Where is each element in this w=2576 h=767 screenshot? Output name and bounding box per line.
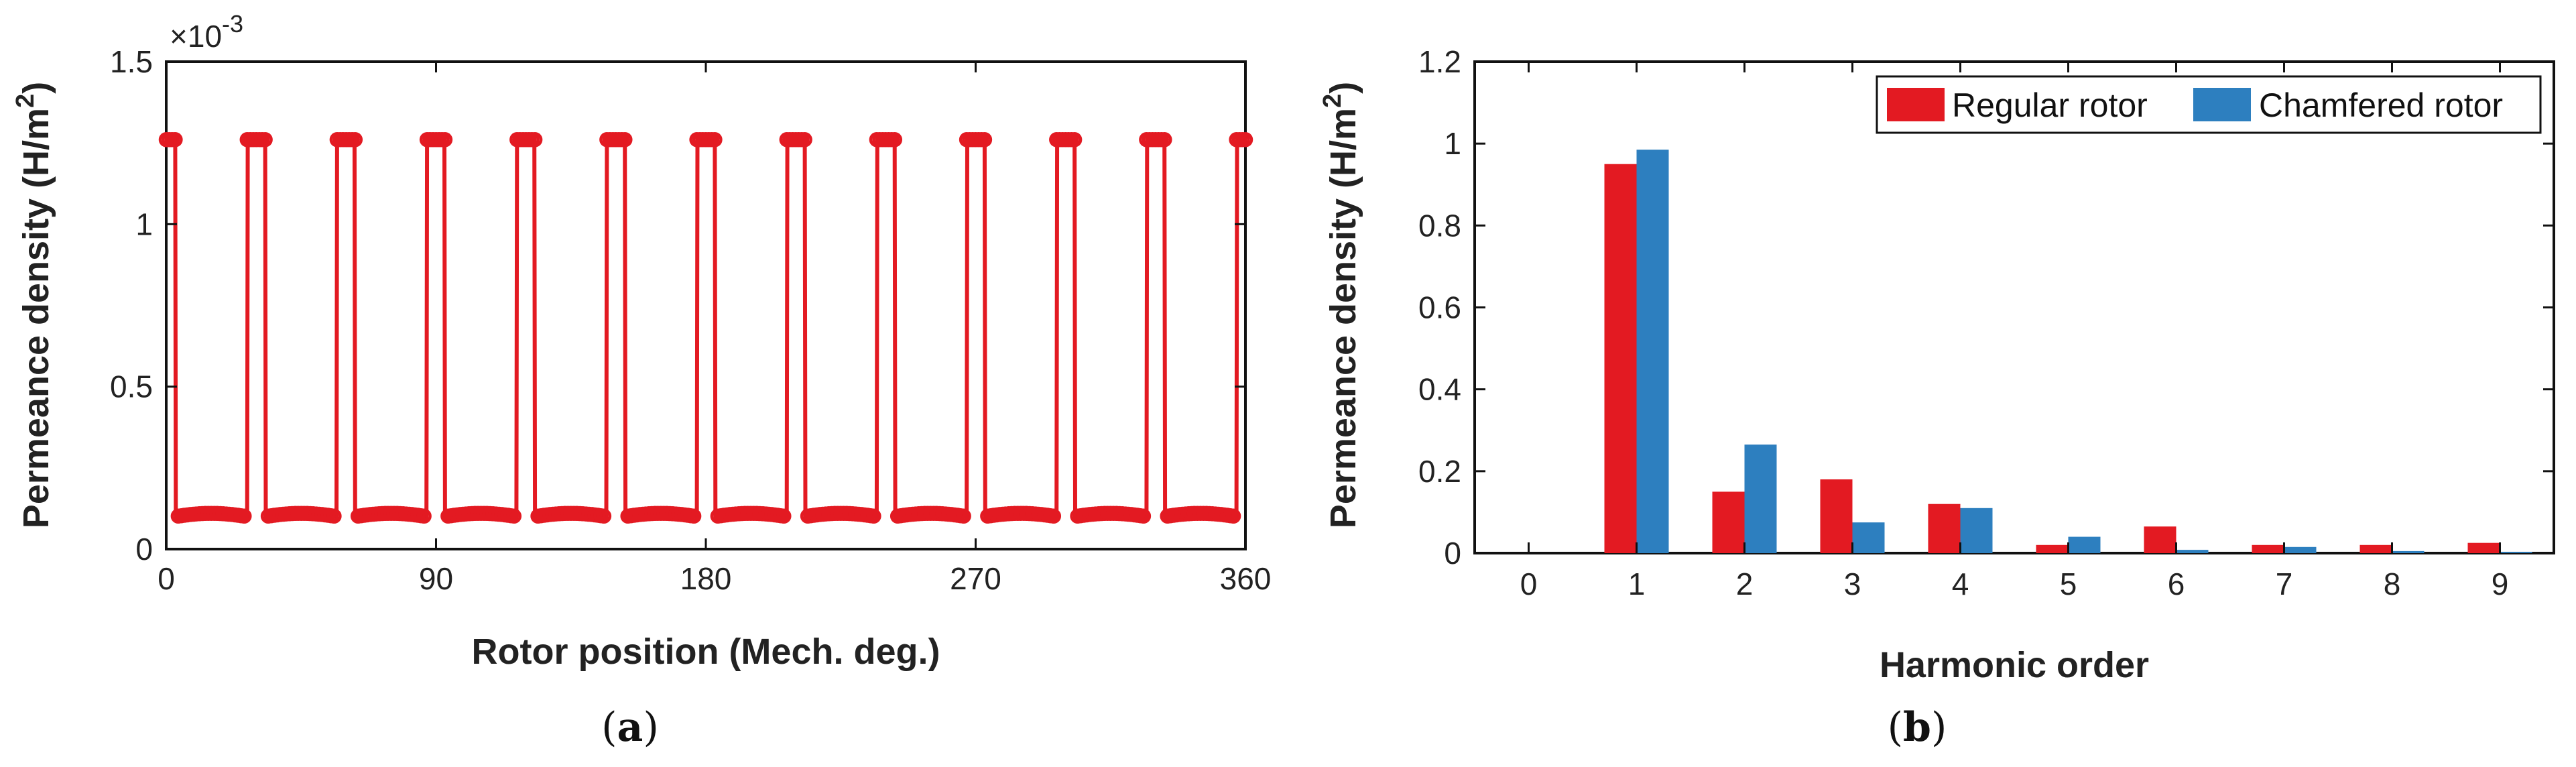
panel-b-legend: Regular rotor Chamfered rotor <box>1876 75 2542 134</box>
bar-regular-rotor <box>2144 526 2176 553</box>
data-point <box>866 508 881 524</box>
panel-b-caption: (b) <box>1888 704 1947 751</box>
legend-swatch-chamfered-rotor <box>2193 88 2251 121</box>
bar-regular-rotor <box>1712 491 1745 553</box>
bar-chamfered-rotor <box>2176 550 2209 553</box>
bar-chamfered-rotor <box>2392 550 2425 553</box>
panel-b-chart: 0 1 2 3 4 5 6 7 8 9 0 0.2 0.4 0.6 0.8 1 1.2 Regular roto… <box>1318 44 2555 751</box>
bar-regular-rotor <box>2359 544 2392 553</box>
panel-a-multiplier: ×10-3 <box>170 10 243 54</box>
x-tick-label: 1 <box>1628 567 1646 601</box>
panel-b-bars-group <box>1604 150 2532 554</box>
data-point <box>797 132 812 148</box>
legend-swatch-regular-rotor <box>1887 88 1945 121</box>
bar-regular-rotor <box>2252 544 2284 553</box>
x-tick-label: 6 <box>2168 567 2185 601</box>
data-point <box>326 508 342 524</box>
panel-b-ylabel: Permeance density (H/m2) <box>1318 82 1363 528</box>
y-tick-label: 0 <box>1444 536 1461 571</box>
data-point <box>1136 508 1152 524</box>
y-tick-label: 0.6 <box>1418 290 1461 325</box>
data-point <box>347 132 363 148</box>
y-tick-label: 0 <box>135 532 153 567</box>
x-tick-label: 180 <box>680 561 732 596</box>
data-point <box>237 508 252 524</box>
x-tick-label: 0 <box>158 561 175 596</box>
panel-a-ticks: 0 90 180 270 360 0 0.5 1 1.5 <box>110 44 1271 596</box>
data-point <box>1066 132 1083 148</box>
data-point <box>527 132 543 148</box>
y-tick-label: 1.5 <box>110 44 153 79</box>
bar-regular-rotor <box>1604 164 1637 553</box>
bar-regular-rotor <box>1820 479 1853 553</box>
x-tick-label: 0 <box>1520 567 1538 601</box>
bar-regular-rotor <box>2467 542 2500 553</box>
data-point <box>416 508 432 524</box>
x-tick-label: 9 <box>2492 567 2509 601</box>
data-point <box>1237 132 1253 148</box>
bar-chamfered-rotor <box>2284 546 2317 553</box>
data-point <box>596 508 612 524</box>
panel-a-caption: (a) <box>601 704 659 751</box>
data-point <box>506 508 522 524</box>
x-tick-label: 4 <box>1952 567 1969 601</box>
data-point <box>887 132 903 148</box>
bar-regular-rotor <box>1928 504 1961 553</box>
data-point <box>168 132 183 148</box>
y-tick-label: 0.8 <box>1418 208 1461 243</box>
x-tick-label: 7 <box>2276 567 2293 601</box>
bar-chamfered-rotor <box>1852 522 1885 553</box>
data-point <box>437 132 453 148</box>
legend-label-chamfered-rotor: Chamfered rotor <box>2259 86 2503 124</box>
data-point <box>1046 508 1062 524</box>
panel-a-series-group <box>158 132 1253 524</box>
x-tick-label: 8 <box>2384 567 2401 601</box>
panel-a-chart: 0 90 180 270 360 0 0.5 1 1.5 ×10-3 Permeance den… <box>11 10 1271 751</box>
bar-regular-rotor <box>2036 544 2069 553</box>
data-point <box>707 132 723 148</box>
x-tick-label: 3 <box>1844 567 1861 601</box>
data-point <box>1225 508 1241 524</box>
data-point <box>617 132 633 148</box>
bar-chamfered-rotor <box>1744 445 1777 553</box>
x-tick-label: 5 <box>2060 567 2077 601</box>
y-tick-label: 0.4 <box>1418 372 1461 407</box>
data-point <box>686 508 702 524</box>
y-tick-label: 1 <box>135 206 153 241</box>
bar-chamfered-rotor <box>1960 508 1993 553</box>
x-tick-label: 360 <box>1220 561 1272 596</box>
y-tick-label: 1.2 <box>1418 44 1461 79</box>
x-tick-label: 270 <box>950 561 1001 596</box>
y-tick-label: 0.5 <box>110 369 153 404</box>
bar-chamfered-rotor <box>2068 536 2101 553</box>
panel-a-xlabel: Rotor position (Mech. deg.) <box>472 632 940 672</box>
panel-b-xlabel: Harmonic order <box>1880 645 2149 685</box>
data-point <box>776 508 792 524</box>
y-tick-label: 0.2 <box>1418 454 1461 489</box>
bar-chamfered-rotor <box>1636 150 1669 554</box>
panel-a-ylabel: Permeance density (H/m2) <box>11 82 56 528</box>
y-tick-label: 1 <box>1444 126 1461 161</box>
x-tick-label: 2 <box>1736 567 1754 601</box>
data-point <box>977 132 993 148</box>
legend-label-regular-rotor: Regular rotor <box>1952 86 2148 124</box>
x-tick-label: 90 <box>419 561 453 596</box>
data-point <box>1157 132 1172 148</box>
panel-b-ticks: 0 1 2 3 4 5 6 7 8 9 0 0.2 0.4 0.6 0.8 1 1.2 <box>1418 44 2554 601</box>
bar-chamfered-rotor <box>2500 552 2532 553</box>
data-point <box>956 508 971 524</box>
data-point <box>257 132 273 148</box>
